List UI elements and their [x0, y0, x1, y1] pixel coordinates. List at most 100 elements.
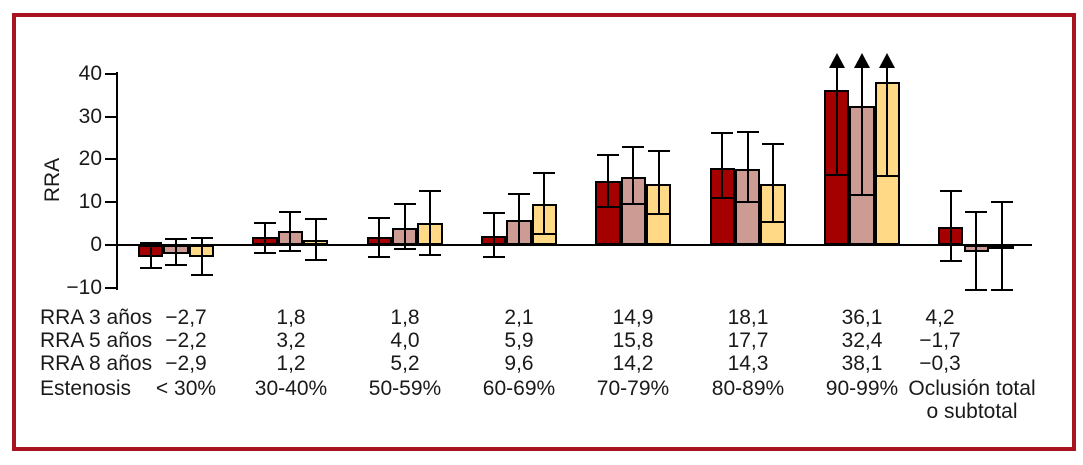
- error-bar-line: [264, 222, 266, 254]
- error-bar-cap-high: [254, 221, 276, 224]
- row-label-rra-5: RRA 5 años: [40, 329, 153, 352]
- y-axis-tick: [105, 244, 116, 246]
- error-bar-line: [492, 213, 495, 258]
- table-cell: −0,3: [919, 352, 961, 375]
- error-bar-line: [1000, 201, 1003, 291]
- y-axis-tick-label: 40: [78, 61, 102, 85]
- table-cell: 80-89%: [711, 377, 785, 400]
- error-bar-cap-high: [622, 146, 645, 149]
- table-cell: 36,1: [841, 306, 883, 329]
- error-bar-line: [429, 191, 432, 255]
- error-bar-cap-low: [647, 213, 670, 216]
- error-bar-line: [606, 154, 609, 208]
- table-cell: 15,8: [612, 329, 654, 352]
- error-bar-cap-low: [165, 263, 188, 266]
- error-bar-cap-low: [533, 233, 556, 236]
- y-axis-tick-label: 10: [78, 190, 102, 214]
- row-label-estenosis: Estenosis: [40, 377, 132, 400]
- table-cell: Oclusión total o subtotal: [908, 377, 1036, 423]
- table-cell: 60-69%: [482, 377, 556, 400]
- error-bar-cap-high: [647, 149, 670, 152]
- error-bar-cap-high: [990, 200, 1013, 203]
- table-cell: 90-99%: [825, 377, 899, 400]
- error-bar-line: [746, 132, 749, 203]
- table-cell: 1,2: [276, 352, 306, 375]
- error-bar-cap-low: [711, 197, 734, 200]
- error-bar-cap-high: [533, 171, 556, 174]
- error-bar-cap-high: [419, 190, 442, 193]
- error-bar-cap-high: [965, 211, 988, 214]
- error-bar-cap-low: [850, 193, 873, 196]
- table-cell: 4,0: [390, 329, 420, 352]
- error-bar-cap-low: [965, 289, 988, 292]
- error-bar-arrow: [828, 52, 845, 68]
- y-axis-line: [116, 72, 118, 290]
- table-cell: 14,3: [727, 352, 769, 375]
- error-bar-cap-high: [139, 242, 162, 245]
- error-bar-cap-high: [762, 142, 784, 145]
- error-bar-cap-high: [482, 212, 505, 215]
- table-cell: 70-79%: [596, 377, 670, 400]
- table-cell: −2,9: [165, 352, 207, 375]
- error-bar-line: [772, 143, 774, 223]
- table-cell: 5,2: [390, 352, 420, 375]
- table-cell: 1,8: [276, 306, 306, 329]
- error-bar-arrow: [879, 52, 896, 68]
- error-bar-line: [200, 238, 203, 275]
- error-bar-cap-high: [304, 217, 327, 220]
- table-cell: 14,9: [612, 306, 654, 329]
- error-bar-cap-low: [825, 173, 848, 176]
- error-bar-cap-low: [279, 249, 302, 252]
- error-bar-line: [632, 147, 635, 204]
- x-axis-line: [116, 244, 1032, 246]
- error-bar-cap-low: [139, 266, 162, 269]
- table-cell: 17,7: [727, 329, 769, 352]
- table-cell: 1,8: [390, 306, 420, 329]
- row-label-rra-8: RRA 8 años: [40, 352, 153, 375]
- table-cell: 3,2: [276, 329, 306, 352]
- table-cell: 38,1: [841, 352, 883, 375]
- error-bar-line: [518, 194, 520, 245]
- error-bar-cap-low: [762, 221, 784, 224]
- table-cell: 14,2: [612, 352, 654, 375]
- table-cell: 9,6: [504, 352, 534, 375]
- y-axis-tick: [105, 115, 116, 118]
- error-bar-cap-low: [622, 202, 645, 205]
- error-bar-cap-high: [393, 202, 416, 205]
- y-axis-tick-label: −10: [66, 275, 102, 299]
- row-label-rra-3: RRA 3 años: [40, 306, 153, 329]
- error-bar-line: [975, 212, 978, 291]
- table-cell: −2,2: [165, 329, 207, 352]
- error-bar-line: [289, 212, 292, 251]
- error-bar-line: [149, 243, 152, 268]
- error-bar-cap-low: [393, 248, 416, 251]
- error-bar-cap-low: [736, 201, 759, 204]
- error-bar-line: [860, 61, 863, 195]
- error-bar-cap-low: [939, 259, 962, 262]
- y-axis-tick: [105, 158, 116, 161]
- error-bar-cap-high: [279, 211, 302, 214]
- error-bar-cap-high: [711, 132, 734, 135]
- error-bar-cap-high: [736, 131, 759, 133]
- table-cell: 2,1: [504, 306, 534, 329]
- error-bar-cap-high: [165, 238, 188, 241]
- error-bar-arrow: [853, 52, 870, 68]
- table-cell: −1,7: [919, 329, 961, 352]
- error-bar-cap-low: [419, 253, 442, 256]
- error-bar-line: [403, 203, 406, 250]
- y-axis-tick: [105, 201, 116, 204]
- error-bar-cap-high: [596, 153, 619, 156]
- error-bar-line: [886, 61, 889, 176]
- error-bar-line: [949, 190, 952, 261]
- table-cell: < 30%: [155, 377, 217, 400]
- y-axis-tick-label: 20: [78, 147, 102, 171]
- figure-frame: [12, 13, 1076, 451]
- error-bar-cap-low: [304, 258, 327, 261]
- error-bar-cap-high: [939, 189, 962, 192]
- error-bar-line: [378, 217, 381, 257]
- error-bar-cap-high: [190, 237, 213, 240]
- error-bar-cap-high: [508, 193, 530, 196]
- error-bar-cap-low: [990, 289, 1013, 292]
